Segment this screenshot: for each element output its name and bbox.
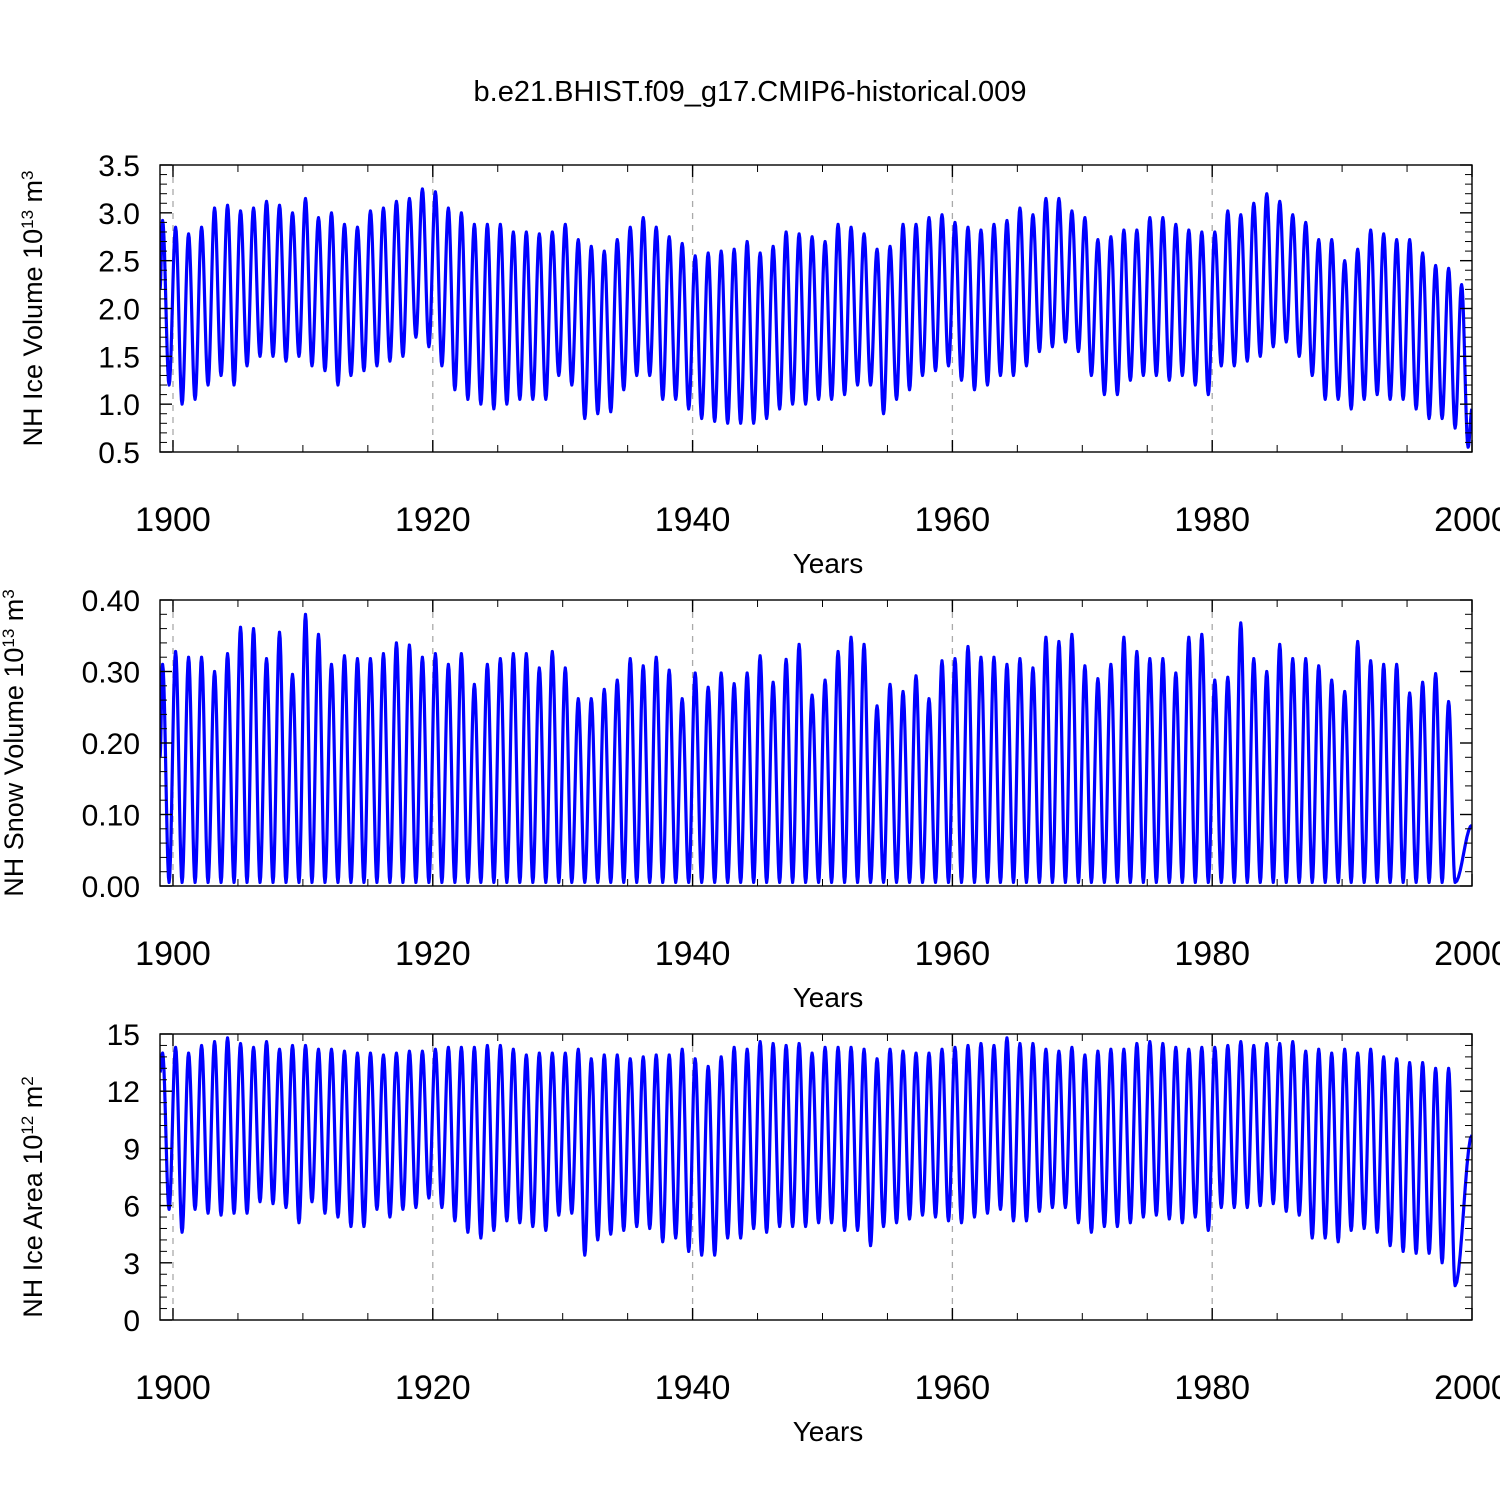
y-axis-label: NH Ice Volume 1013 m3: [18, 171, 49, 447]
xtick-label: 1900: [135, 1369, 211, 1407]
ytick-label: 3.5: [98, 150, 140, 183]
ytick-label: 1.0: [98, 389, 140, 422]
ytick-label: 12: [107, 1076, 140, 1109]
x-axis-label: Years: [793, 548, 864, 579]
ytick-label: 0.5: [98, 437, 140, 470]
xtick-label: 1920: [395, 501, 471, 539]
ytick-label: 15: [107, 1019, 140, 1052]
xtick-label: 1980: [1174, 501, 1250, 539]
ytick-label: 0.20: [82, 728, 140, 761]
series-line-2: [160, 1036, 1472, 1288]
xtick-label: 1940: [655, 1369, 731, 1407]
series-line-1: [160, 612, 1472, 885]
series-line-0: [160, 187, 1472, 449]
xtick-label: 1920: [395, 1369, 471, 1407]
xtick-label: 1920: [395, 935, 471, 973]
ytick-label: 0.30: [82, 657, 140, 690]
ytick-label: 0.10: [82, 800, 140, 833]
ytick-label: 3: [123, 1248, 140, 1281]
ytick-label: 9: [123, 1133, 140, 1166]
y-axis-label: NH Snow Volume 1013 m3: [0, 589, 29, 897]
x-axis-label: Years: [793, 982, 864, 1013]
plot-frame: [159, 1033, 1473, 1321]
xtick-label: 1980: [1174, 935, 1250, 973]
xtick-label: 1900: [135, 501, 211, 539]
y-axis-label: NH Ice Area 1012 m2: [18, 1076, 49, 1317]
ytick-label: 6: [123, 1191, 140, 1224]
xtick-label: 1940: [655, 935, 731, 973]
ytick-label: 1.5: [98, 341, 140, 374]
xtick-label: 1960: [915, 1369, 991, 1407]
ytick-label: 2.0: [98, 294, 140, 327]
xtick-label: 1960: [915, 935, 991, 973]
ytick-label: 0.00: [82, 871, 140, 904]
xtick-label: 1900: [135, 935, 211, 973]
ytick-label: 2.5: [98, 246, 140, 279]
main-title: b.e21.BHIST.f09_g17.CMIP6-historical.009: [474, 76, 1027, 108]
xtick-label: 1940: [655, 501, 731, 539]
ytick-label: 0.40: [82, 585, 140, 618]
xtick-label: 1960: [915, 501, 991, 539]
x-axis-label: Years: [793, 1416, 864, 1447]
ytick-label: 3.0: [98, 198, 140, 231]
ytick-label: 0: [123, 1305, 140, 1338]
xtick-label: 1980: [1174, 1369, 1250, 1407]
